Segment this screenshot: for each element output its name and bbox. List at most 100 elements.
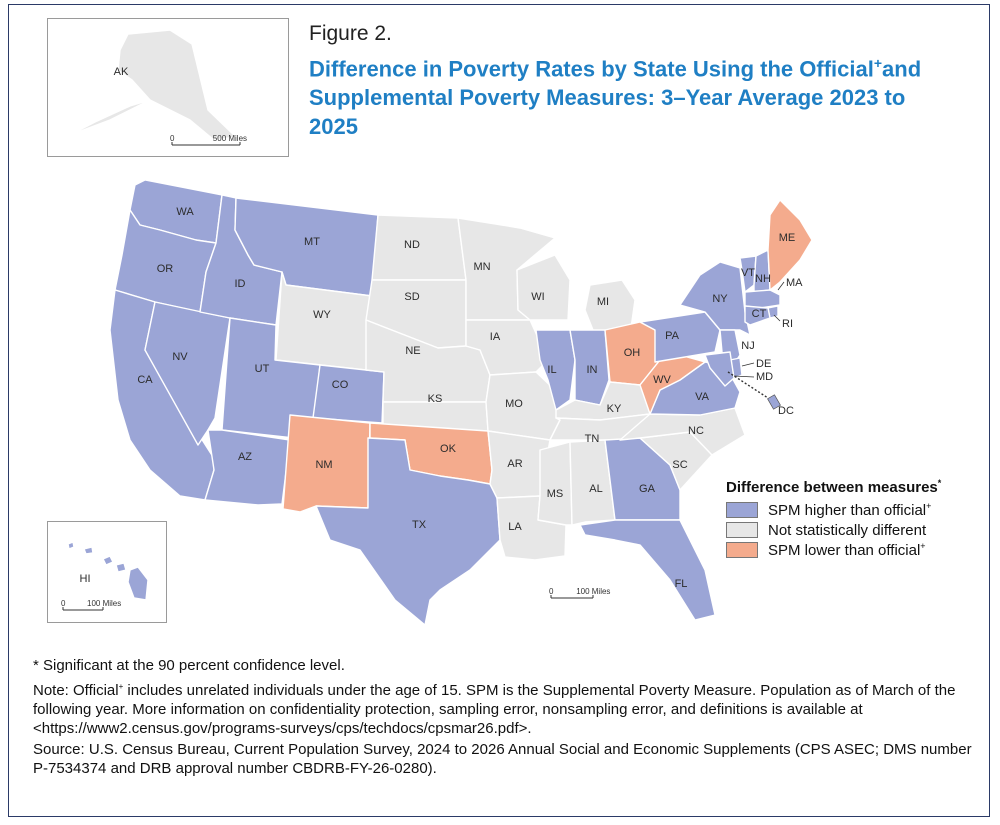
legend-item-higher: SPM higher than official+ — [726, 500, 941, 520]
state-label-me: ME — [779, 232, 796, 244]
state-label-va: VA — [695, 391, 710, 403]
legend-swatch-lower — [726, 542, 758, 558]
figure-label: Figure 2. — [309, 22, 392, 45]
state-label-nd: ND — [404, 239, 420, 251]
state-label-nh: NH — [755, 273, 771, 285]
legend: Difference between measures* SPM higher … — [726, 478, 941, 560]
notes: * Significant at the 90 percent confiden… — [33, 656, 973, 780]
legend-swatch-higher — [726, 502, 758, 518]
note-text: Note: Official+ includes unrelated indiv… — [33, 682, 956, 737]
state-label-hi: HI — [80, 573, 91, 585]
alaska-scale-bar: 0 500 Miles — [170, 134, 247, 146]
state-fl — [579, 519, 716, 621]
state-label-tx: TX — [412, 519, 427, 531]
state-label-la: LA — [508, 521, 522, 533]
state-nh — [753, 249, 771, 293]
state-label-ma: MA — [786, 277, 803, 289]
significance-note: * Significant at the 90 percent confiden… — [33, 657, 345, 674]
state-label-ga: GA — [639, 483, 656, 495]
state-label-pa: PA — [665, 330, 680, 342]
state-label-ks: KS — [428, 393, 443, 405]
state-label-nc: NC — [688, 425, 704, 437]
state-ma — [744, 289, 781, 309]
svg-text:500 Miles: 500 Miles — [213, 134, 247, 143]
state-label-nv: NV — [172, 351, 188, 363]
state-label-ia: IA — [490, 331, 501, 343]
legend-swatch-same — [726, 522, 758, 538]
state-hi — [67, 541, 149, 601]
state-dc — [767, 394, 781, 410]
leader-line — [773, 314, 781, 322]
state-label-id: ID — [235, 278, 246, 290]
svg-text:100 Miles: 100 Miles — [576, 587, 610, 596]
figure-frame — [8, 4, 990, 817]
state-label-ky: KY — [607, 403, 622, 415]
state-label-mo: MO — [505, 398, 523, 410]
state-label-fl: FL — [675, 578, 688, 590]
state-label-co: CO — [332, 379, 349, 391]
state-label-ak: AK — [114, 66, 129, 78]
state-ct — [744, 305, 771, 326]
leader-line — [733, 375, 755, 378]
legend-label-same: Not statistically different — [768, 521, 927, 539]
state-label-sc: SC — [672, 459, 687, 471]
hawaii-scale-bar: 0 100 Miles — [61, 599, 121, 611]
hawaii-inset — [47, 521, 167, 623]
state-label-il: IL — [547, 364, 556, 376]
conus-scale-bar: 0 100 Miles — [549, 587, 610, 599]
state-al — [569, 439, 616, 526]
state-tx — [315, 437, 501, 626]
state-label-nj: NJ — [741, 340, 754, 352]
state-label-mn: MN — [473, 261, 490, 273]
state-label-mt: MT — [304, 236, 320, 248]
state-label-ct: CT — [752, 308, 767, 320]
leader-line — [741, 362, 755, 367]
state-md — [704, 351, 735, 387]
title-part2: and Supplemental Poverty Measures: 3–Yea… — [309, 56, 922, 140]
state-label-or: OR — [157, 263, 174, 275]
state-wi — [516, 254, 571, 321]
state-label-sd: SD — [404, 291, 419, 303]
figure-title: Difference in Poverty Rates by State Usi… — [309, 49, 949, 141]
state-label-ar: AR — [507, 458, 522, 470]
state-label-ne: NE — [405, 345, 420, 357]
title-sup: + — [873, 55, 883, 71]
state-az — [204, 429, 291, 506]
state-co — [312, 364, 385, 424]
legend-label-higher: SPM higher than official+ — [768, 501, 932, 519]
state-label-dc: DC — [778, 405, 794, 417]
state-label-wv: WV — [653, 374, 671, 386]
state-label-ms: MS — [547, 488, 564, 500]
state-ak — [69, 29, 237, 141]
state-label-de: DE — [756, 358, 771, 370]
state-label-wy: WY — [313, 309, 331, 321]
state-me — [767, 199, 813, 291]
svg-text:0: 0 — [549, 587, 554, 596]
state-label-nm: NM — [315, 459, 332, 471]
state-label-al: AL — [589, 483, 602, 495]
source-text: Source: U.S. Census Bureau, Current Popu… — [33, 741, 972, 777]
state-label-ri: RI — [782, 318, 793, 330]
state-label-oh: OH — [624, 347, 641, 359]
title-part1: Difference in Poverty Rates by State Usi… — [309, 56, 874, 82]
state-label-ok: OK — [440, 443, 457, 455]
state-label-wi: WI — [531, 291, 544, 303]
svg-text:100 Miles: 100 Miles — [87, 599, 121, 608]
svg-text:0: 0 — [170, 134, 175, 143]
state-label-ut: UT — [255, 363, 270, 375]
state-label-tn: TN — [585, 433, 600, 445]
leader-line — [777, 281, 785, 291]
state-label-in: IN — [587, 364, 598, 376]
legend-item-lower: SPM lower than official+ — [726, 540, 941, 560]
state-vt — [739, 255, 757, 293]
state-label-ny: NY — [712, 293, 728, 305]
state-label-ca: CA — [137, 374, 153, 386]
state-label-az: AZ — [238, 451, 252, 463]
state-label-md: MD — [756, 371, 773, 383]
legend-title: Difference between measures* — [726, 478, 942, 496]
state-ms — [537, 441, 573, 526]
legend-label-lower: SPM lower than official+ — [768, 541, 926, 559]
svg-text:0: 0 — [61, 599, 66, 608]
state-label-mi: MI — [597, 296, 609, 308]
